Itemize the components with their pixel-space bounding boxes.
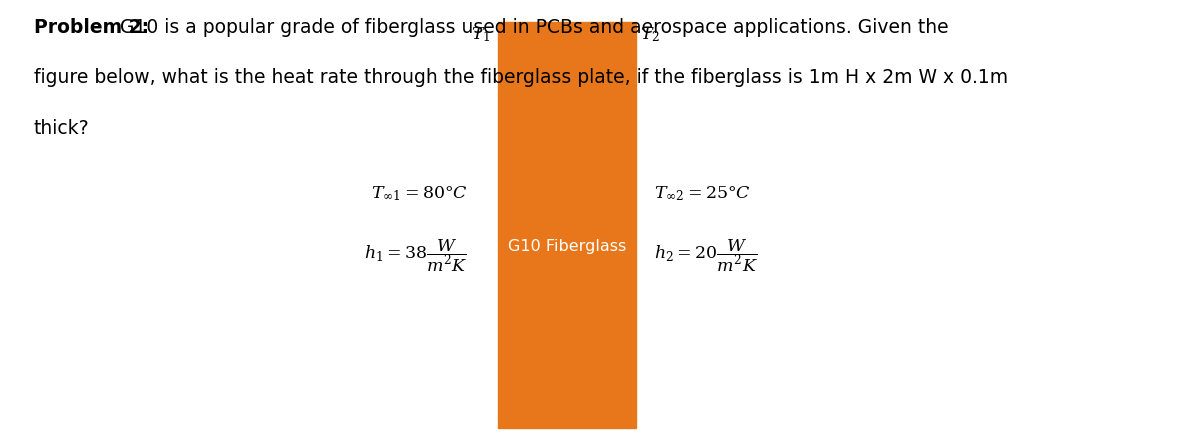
Text: thick?: thick? xyxy=(34,119,89,138)
Text: G10 is a popular grade of fiberglass used in PCBs and aerospace applications. Gi: G10 is a popular grade of fiberglass use… xyxy=(120,18,949,37)
Text: $h_2 = 20\dfrac{W}{m^2K}$: $h_2 = 20\dfrac{W}{m^2K}$ xyxy=(654,238,758,274)
Text: Problem 2:: Problem 2: xyxy=(34,18,149,37)
Text: $T_{\infty 1} = 80°C$: $T_{\infty 1} = 80°C$ xyxy=(371,185,468,203)
Bar xyxy=(498,22,636,428)
Text: G10 Fiberglass: G10 Fiberglass xyxy=(509,239,626,254)
Text: $T_{\infty 2} = 25°C$: $T_{\infty 2} = 25°C$ xyxy=(654,185,751,203)
Text: $T_1$: $T_1$ xyxy=(472,26,491,44)
Text: $T_2$: $T_2$ xyxy=(640,26,660,44)
Text: $h_1 = 38\dfrac{W}{m^2K}$: $h_1 = 38\dfrac{W}{m^2K}$ xyxy=(365,238,468,274)
Text: figure below, what is the heat rate through the fiberglass plate, if the fibergl: figure below, what is the heat rate thro… xyxy=(34,68,1008,87)
